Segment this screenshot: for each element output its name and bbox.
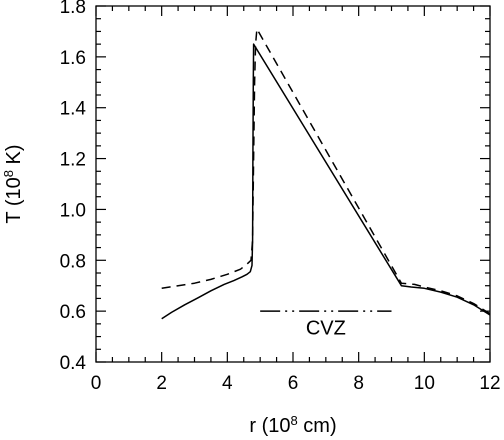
x-axis-label-pre: r (10 [249, 415, 290, 437]
y-tick-label: 1.8 [60, 0, 86, 18]
x-axis-label-sup: 8 [291, 413, 298, 428]
axis-ticks [95, 5, 491, 363]
y-axis-label-post: K) [3, 144, 25, 170]
data-series [161, 28, 491, 320]
y-axis-label-pre: T (10 [3, 177, 25, 223]
y-tick-label: 1.2 [60, 150, 86, 171]
y-axis-label: T (108 K) [1, 144, 26, 223]
tick-labels: 0 2 4 6 8 10 12 0.4 0.6 0.8 1.0 1.2 1.4 1.6 1.8 [60, 0, 501, 394]
x-tick-label: 8 [353, 373, 364, 394]
y-tick-label: 1.0 [60, 200, 86, 221]
x-tick-label: 0 [91, 373, 102, 394]
x-tick-label: 4 [222, 373, 233, 394]
x-axis-label: r (108 cm) [249, 413, 336, 438]
x-axis-label-post: cm) [298, 415, 337, 437]
x-tick-label: 10 [414, 373, 435, 394]
y-axis-label-sup: 8 [1, 170, 16, 177]
plot-frame-box [95, 5, 491, 363]
y-tick-label: 1.6 [60, 48, 86, 69]
x-tick-label: 2 [156, 373, 167, 394]
plot-frame [95, 5, 491, 363]
annotations: CVZ [260, 310, 392, 340]
x-tick-label: 6 [288, 373, 299, 394]
cvz-label: CVZ [306, 318, 346, 340]
dashed-temperature-line [161, 28, 491, 315]
y-tick-label: 0.4 [60, 353, 87, 374]
x-tick-label: 12 [479, 373, 500, 394]
solid-temperature-line [161, 43, 491, 320]
y-tick-label: 0.8 [60, 251, 86, 272]
y-tick-label: 1.4 [60, 99, 87, 120]
y-tick-label: 0.6 [60, 302, 86, 323]
